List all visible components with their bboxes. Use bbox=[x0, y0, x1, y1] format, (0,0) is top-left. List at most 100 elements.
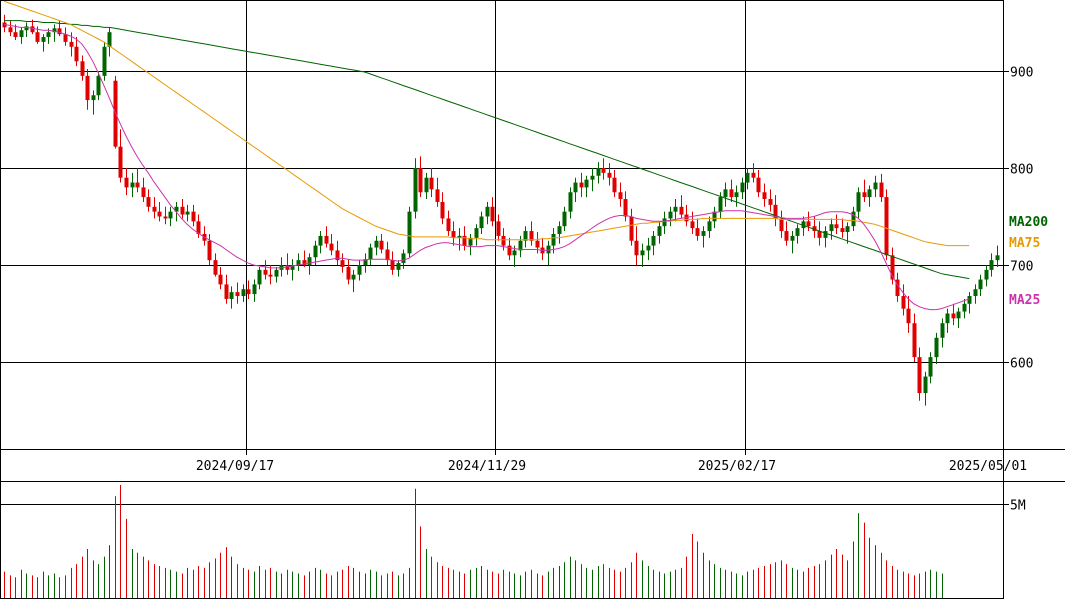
candle-body bbox=[13, 32, 18, 38]
candle-body bbox=[890, 255, 895, 280]
candle-body bbox=[485, 206, 490, 217]
candle-body bbox=[257, 269, 262, 285]
candle-body bbox=[241, 289, 246, 297]
candle-body bbox=[107, 32, 112, 47]
candle-body bbox=[806, 221, 811, 227]
candle-body bbox=[91, 95, 96, 101]
candle-body bbox=[812, 226, 817, 232]
candle-body bbox=[35, 32, 40, 42]
candle-body bbox=[834, 224, 839, 229]
candle-body bbox=[862, 192, 867, 198]
ma75-line bbox=[3, 0, 970, 247]
legend-ma200: MA200 bbox=[1009, 215, 1048, 230]
chart-border bbox=[0, 0, 1004, 599]
candle-body bbox=[879, 182, 884, 198]
candle-body bbox=[407, 211, 412, 254]
candle-body bbox=[984, 269, 989, 280]
price-tick-label: 900 bbox=[1010, 66, 1033, 81]
candle-body bbox=[474, 228, 479, 238]
candle-body bbox=[462, 235, 467, 246]
candle-body bbox=[80, 61, 85, 76]
candle-body bbox=[723, 189, 728, 198]
candle-body bbox=[579, 182, 584, 188]
candle-body bbox=[951, 313, 956, 319]
candle-body bbox=[584, 179, 589, 188]
candle-body bbox=[146, 197, 151, 207]
candle-body bbox=[751, 172, 756, 178]
candle-body bbox=[180, 206, 185, 215]
candle-body bbox=[290, 265, 295, 270]
candle-body bbox=[19, 30, 24, 38]
candle-body bbox=[174, 206, 179, 212]
candle-body bbox=[940, 323, 945, 338]
candle-body bbox=[784, 231, 789, 241]
candle-body bbox=[568, 192, 573, 212]
candle-body bbox=[429, 177, 434, 190]
legend-ma75: MA75 bbox=[1009, 236, 1040, 251]
candle-body bbox=[302, 260, 307, 265]
candle-body bbox=[385, 249, 390, 261]
candle-body bbox=[867, 189, 872, 198]
candle-body bbox=[718, 197, 723, 212]
candle-body bbox=[729, 189, 734, 198]
candle-body bbox=[762, 192, 767, 200]
candle-body bbox=[96, 75, 101, 96]
candle-body bbox=[923, 376, 928, 394]
candle-body bbox=[734, 192, 739, 198]
candle-body bbox=[551, 233, 556, 246]
candle-body bbox=[651, 235, 656, 246]
price-tick-label: 700 bbox=[1010, 260, 1033, 275]
candle-body bbox=[662, 218, 667, 227]
candle-body bbox=[490, 206, 495, 222]
price-tick-label: 600 bbox=[1010, 357, 1033, 372]
candle-body bbox=[363, 259, 368, 265]
candle-body bbox=[157, 211, 162, 217]
volume-bars bbox=[4, 485, 943, 598]
candle-body bbox=[895, 279, 900, 297]
candle-body bbox=[401, 253, 406, 264]
candle-body bbox=[24, 26, 29, 31]
candle-body bbox=[546, 245, 551, 254]
candle-body bbox=[479, 216, 484, 229]
candle-body bbox=[213, 260, 218, 275]
candle-body bbox=[956, 311, 961, 319]
candle-body bbox=[768, 199, 773, 205]
candle-body bbox=[928, 357, 933, 377]
candle-body bbox=[756, 177, 761, 193]
candle-body bbox=[557, 226, 562, 234]
candle-body bbox=[274, 269, 279, 277]
candle-body bbox=[535, 240, 540, 248]
candle-body bbox=[573, 182, 578, 193]
candle-body bbox=[690, 221, 695, 229]
candle-body bbox=[701, 231, 706, 236]
candle-body bbox=[229, 292, 234, 299]
candle-body bbox=[124, 177, 129, 188]
candle-body bbox=[379, 240, 384, 250]
candle-body bbox=[252, 284, 257, 295]
candle-body bbox=[135, 182, 140, 188]
candle-body bbox=[396, 263, 401, 270]
candle-body bbox=[518, 240, 523, 251]
candle-body bbox=[856, 192, 861, 212]
candle-body bbox=[967, 296, 972, 304]
candle-body bbox=[390, 260, 395, 270]
candle-body bbox=[141, 187, 146, 198]
candle-body bbox=[130, 182, 135, 188]
candle-body bbox=[668, 211, 673, 219]
candle-body bbox=[324, 235, 329, 244]
candle-body bbox=[340, 260, 345, 267]
candle-body bbox=[318, 235, 323, 246]
candle-body bbox=[912, 323, 917, 358]
candle-body bbox=[74, 46, 79, 62]
candle-body bbox=[634, 240, 639, 256]
candle-body bbox=[707, 221, 712, 232]
candle-body bbox=[263, 269, 268, 275]
candle-body bbox=[695, 228, 700, 236]
legend: MA200 MA75 MA25 bbox=[1009, 215, 1048, 308]
candle-body bbox=[978, 279, 983, 290]
price-tick-label: 800 bbox=[1010, 163, 1033, 178]
candle-body bbox=[268, 274, 273, 277]
date-tick-label: 2024/09/17 bbox=[196, 459, 274, 474]
